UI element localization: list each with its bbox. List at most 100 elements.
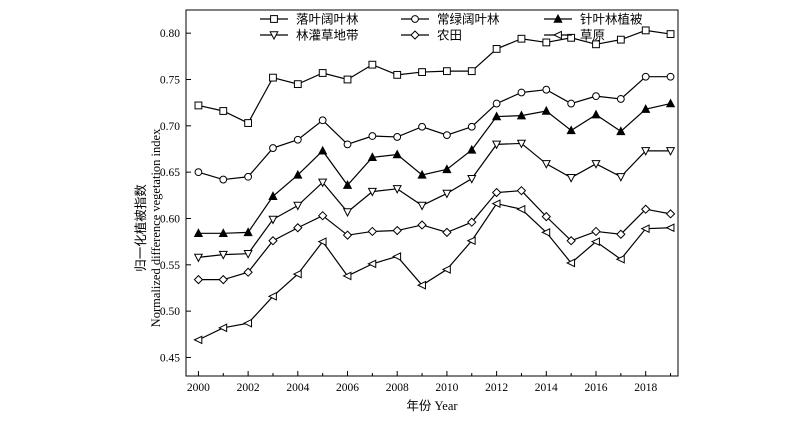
data-point-marker (367, 187, 377, 197)
legend-item: 针叶林植被 (544, 12, 643, 27)
data-point-marker (193, 335, 203, 345)
legend-label: 林灌草地带 (296, 29, 359, 43)
data-point-marker (317, 237, 327, 247)
data-point-marker (467, 174, 477, 184)
series-4 (193, 139, 676, 263)
legend-label: 针叶林植被 (580, 12, 643, 27)
data-point-marker (194, 101, 203, 110)
data-point-marker (368, 132, 377, 140)
series-2 (194, 72, 675, 184)
data-point-marker (640, 224, 650, 234)
data-point-marker (243, 227, 253, 237)
data-point-marker (392, 185, 402, 194)
data-point-marker (516, 204, 526, 214)
y-tick-label: 0.55 (160, 260, 180, 272)
data-point-marker (616, 35, 625, 44)
data-point-marker (442, 164, 452, 174)
legend-marker (411, 15, 419, 23)
data-point-marker (193, 274, 204, 285)
x-tick-label: 2010 (435, 382, 458, 394)
data-point-marker (368, 60, 377, 69)
series-5 (193, 185, 676, 285)
data-point-marker (516, 139, 527, 149)
data-point-marker (467, 217, 477, 227)
legend-item: 常绿阔叶林 (401, 12, 500, 27)
series-3 (193, 98, 676, 238)
data-point-marker (193, 253, 204, 263)
data-point-marker (317, 210, 328, 221)
data-point-marker (342, 180, 353, 189)
y-axis-title-line-1: 归一化植被指数 (133, 184, 148, 272)
data-point-marker (218, 228, 228, 238)
y-axis-title-line-2: Normalized difference vegetation index (149, 128, 163, 327)
data-point-marker (591, 109, 601, 119)
data-point-marker (641, 26, 650, 35)
x-axis-title: 年份 Year (406, 399, 458, 413)
x-tick-label: 2014 (535, 382, 558, 394)
legend-item: 林灌草地带 (260, 29, 359, 43)
data-point-marker (418, 68, 426, 76)
y-tick-label: 0.45 (160, 352, 180, 364)
data-point-marker (567, 99, 576, 108)
data-point-marker (416, 280, 426, 290)
data-point-marker (193, 228, 204, 238)
data-point-marker (342, 230, 353, 240)
data-point-marker (641, 104, 651, 113)
series-6 (193, 199, 675, 345)
data-point-marker (616, 229, 626, 239)
data-point-marker (666, 72, 675, 81)
series-line (198, 29, 671, 124)
data-point-marker (318, 116, 327, 125)
legend-item: 草原 (544, 29, 605, 43)
data-point-marker (491, 111, 502, 121)
data-point-marker (417, 220, 427, 230)
data-point-marker (269, 73, 277, 82)
data-point-marker (541, 105, 551, 115)
data-point-marker (268, 236, 278, 246)
data-point-marker (665, 223, 675, 233)
y-axis-title: 归一化植被指数 Normalized difference vegetation… (133, 128, 163, 327)
data-point-marker (343, 75, 352, 84)
data-point-marker (517, 88, 526, 97)
legend-item: 农田 (401, 29, 462, 43)
x-tick-label: 2000 (187, 382, 210, 394)
data-point-marker (592, 92, 600, 101)
data-point-marker (441, 265, 451, 274)
y-tick-label: 0.50 (160, 306, 180, 318)
data-point-marker (342, 208, 353, 218)
data-point-marker (218, 250, 228, 260)
data-point-marker (641, 72, 650, 81)
data-point-marker (467, 122, 476, 131)
data-point-marker (443, 131, 451, 139)
data-point-marker (218, 323, 228, 333)
data-point-marker (566, 125, 576, 135)
data-point-marker (492, 45, 501, 53)
data-point-marker (293, 169, 303, 179)
series-line (198, 190, 671, 281)
data-point-marker (218, 274, 228, 285)
data-point-marker (443, 67, 451, 76)
data-point-marker (567, 33, 576, 42)
y-tick-label: 0.75 (160, 74, 180, 86)
y-tick-label: 0.65 (160, 167, 180, 179)
data-point-marker (367, 259, 377, 269)
data-point-marker (367, 152, 377, 162)
data-point-marker (592, 40, 600, 49)
series-line (198, 76, 671, 181)
y-tick-label: 0.80 (160, 28, 180, 40)
data-point-marker (516, 110, 527, 120)
series-layer (193, 26, 676, 345)
series-line (198, 102, 671, 234)
data-point-marker (541, 160, 551, 169)
x-tick-label: 2002 (237, 382, 260, 394)
legend-marker (552, 30, 562, 40)
x-axis: 2000 2002 2004 2006 2008 2010 2012 2014 2016 2018 (187, 371, 672, 394)
data-point-marker (566, 174, 576, 183)
data-point-marker (666, 30, 675, 38)
data-point-marker (318, 69, 327, 77)
legend-label: 常绿阔叶林 (437, 12, 500, 27)
legend-item: 落叶阔叶林 (260, 13, 359, 27)
data-point-marker (417, 169, 427, 179)
data-point-marker (393, 70, 402, 79)
